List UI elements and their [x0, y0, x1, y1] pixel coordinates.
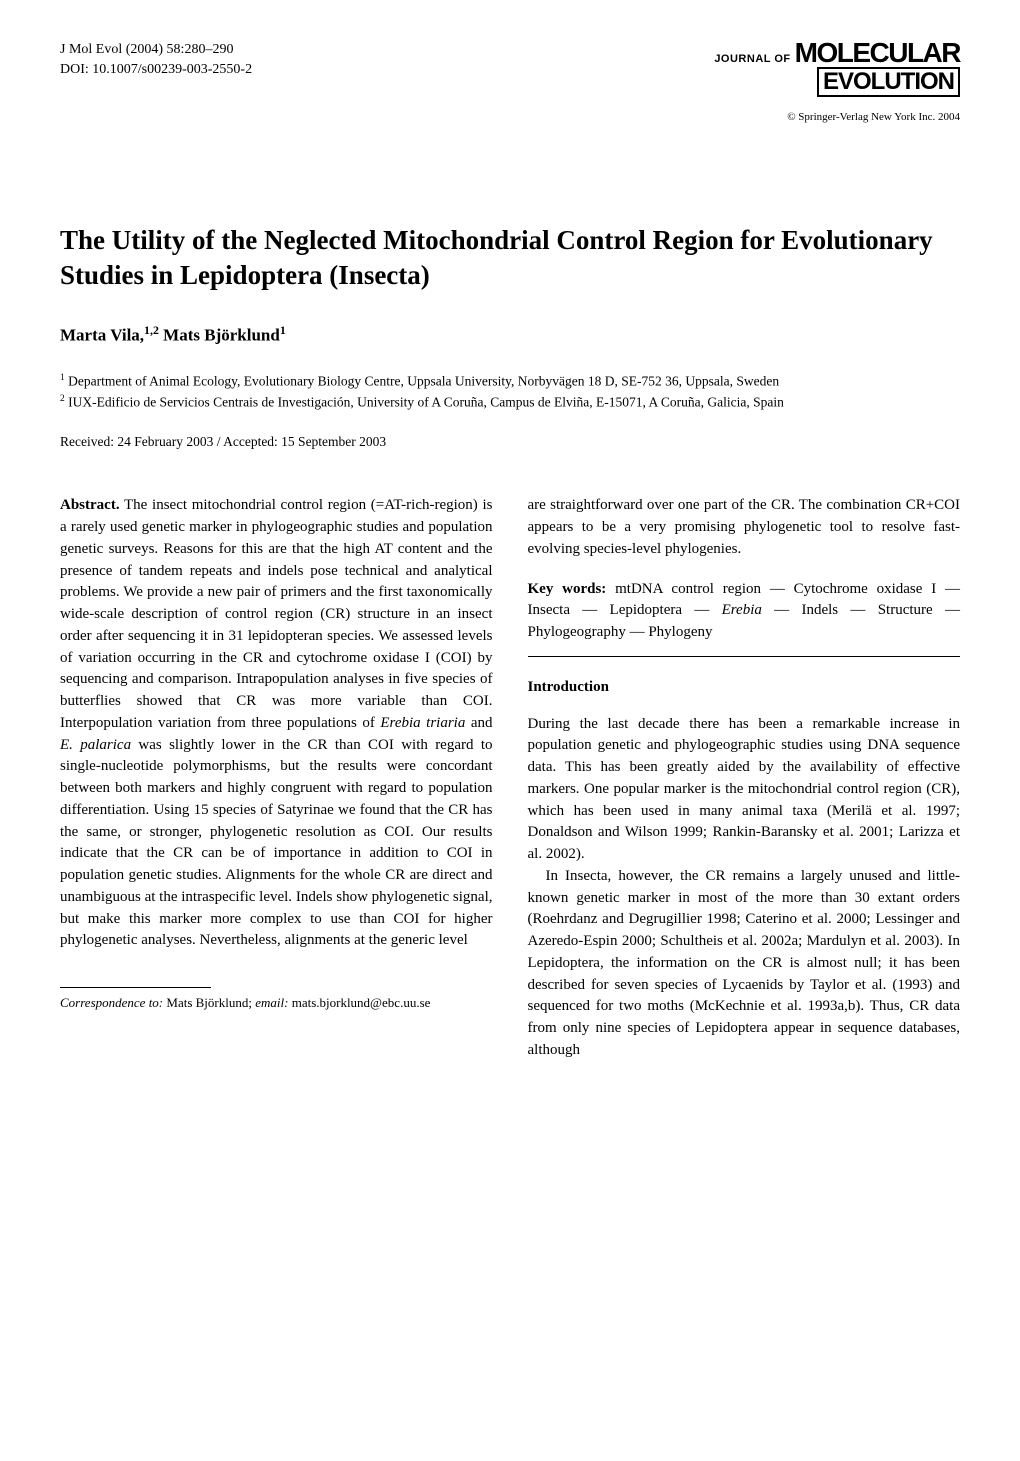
- correspondence-name: Mats Björklund;: [163, 995, 255, 1010]
- keywords-divider: [528, 656, 961, 657]
- abstract-continued: are straightforward over one part of the…: [528, 495, 961, 560]
- received-accepted: Received: 24 February 2003 / Accepted: 1…: [60, 434, 960, 450]
- introduction-heading: Introduction: [528, 677, 961, 699]
- correspondence-label: Correspondence to:: [60, 995, 163, 1010]
- keywords: Key words: mtDNA control region — Cytoch…: [528, 579, 961, 644]
- journal-molecular-text: MOLECULAR: [795, 37, 960, 68]
- intro-paragraph-1: During the last decade there has been a …: [528, 714, 961, 866]
- copyright: © Springer-Verlag New York Inc. 2004: [714, 111, 960, 123]
- affiliation-1-text: Department of Animal Ecology, Evolutiona…: [68, 373, 779, 388]
- abstract: Abstract. The insect mitochondrial contr…: [60, 495, 493, 952]
- body-columns: Abstract. The insect mitochondrial contr…: [60, 495, 960, 1061]
- journal-reference: J Mol Evol (2004) 58:280–290: [60, 40, 252, 60]
- journal-logo: JOURNAL OF MOLECULAR: [714, 40, 960, 67]
- paper-title: The Utility of the Neglected Mitochondri…: [60, 223, 960, 293]
- abstract-label: Abstract.: [60, 497, 120, 513]
- right-column: are straightforward over one part of the…: [528, 495, 961, 1061]
- keywords-label: Key words:: [528, 581, 607, 597]
- header-left: J Mol Evol (2004) 58:280–290 DOI: 10.100…: [60, 40, 252, 79]
- abstract-text-left: The insect mitochondrial control region …: [60, 497, 493, 948]
- correspondence-email: mats.bjorklund@ebc.uu.se: [288, 995, 430, 1010]
- affiliation-2-text: IUX-Edificio de Servicios Centrais de In…: [68, 394, 784, 409]
- header: J Mol Evol (2004) 58:280–290 DOI: 10.100…: [60, 40, 960, 123]
- correspondence-footnote: Correspondence to: Mats Björklund; email…: [60, 994, 493, 1012]
- journal-of-text: JOURNAL OF: [714, 53, 790, 65]
- journal-evolution-wrap: EVOLUTION: [714, 67, 960, 97]
- left-column: Abstract. The insect mitochondrial contr…: [60, 495, 493, 1061]
- affiliations: 1 Department of Animal Ecology, Evolutio…: [60, 371, 960, 413]
- footnote-divider: [60, 987, 211, 988]
- intro-paragraph-2: In Insecta, however, the CR remains a la…: [528, 866, 961, 1062]
- affiliation-2: 2 IUX-Edificio de Servicios Centrais de …: [60, 392, 960, 413]
- journal-evolution-text: EVOLUTION: [817, 67, 960, 97]
- affiliation-1: 1 Department of Animal Ecology, Evolutio…: [60, 371, 960, 392]
- header-right: JOURNAL OF MOLECULAR EVOLUTION © Springe…: [714, 40, 960, 123]
- correspondence-email-label: email:: [255, 995, 288, 1010]
- authors: Marta Vila,1,2 Mats Björklund1: [60, 323, 960, 346]
- doi: DOI: 10.1007/s00239-003-2550-2: [60, 60, 252, 80]
